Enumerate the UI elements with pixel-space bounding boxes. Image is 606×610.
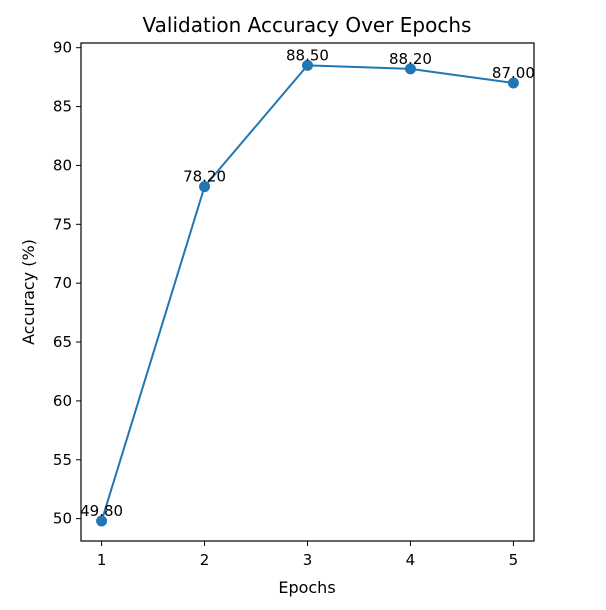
x-axis-label: Epochs	[278, 578, 335, 597]
y-tick-label: 90	[53, 39, 72, 57]
data-point	[199, 181, 211, 193]
x-tick-label: 5	[509, 551, 519, 569]
data-label: 78.20	[183, 168, 226, 186]
data-point	[507, 77, 519, 89]
y-tick-label: 70	[53, 274, 72, 292]
data-label: 49.80	[80, 502, 123, 520]
y-tick-label: 65	[53, 333, 72, 351]
data-point	[302, 59, 313, 71]
series-layer: 49.80 78.20 88.50 88.20 87.00	[80, 46, 535, 527]
data-label: 87.00	[492, 64, 535, 82]
x-axis: 1 2 3 4 5	[97, 541, 518, 569]
y-tick-label: 60	[53, 392, 72, 410]
plot-area-frame	[80, 42, 535, 542]
x-tick-label: 3	[303, 551, 313, 569]
series-line	[100, 64, 514, 522]
x-tick-label: 2	[200, 551, 210, 569]
y-tick-label: 55	[53, 451, 72, 469]
data-point	[404, 63, 416, 75]
x-tick-label: 4	[406, 551, 416, 569]
y-tick-label: 80	[53, 156, 72, 174]
data-label: 88.20	[389, 50, 432, 68]
x-tick-label: 1	[97, 551, 107, 569]
y-axis: 50 55 60 65 70 75 80 85 90	[53, 39, 81, 528]
data-point	[96, 515, 108, 527]
y-axis-label: Accuracy (%)	[19, 239, 38, 345]
y-tick-label: 75	[53, 215, 72, 233]
data-label: 88.50	[286, 46, 329, 64]
chart-title: Validation Accuracy Over Epochs	[143, 13, 472, 37]
y-tick-label: 85	[53, 98, 72, 116]
y-tick-label: 50	[53, 510, 72, 528]
